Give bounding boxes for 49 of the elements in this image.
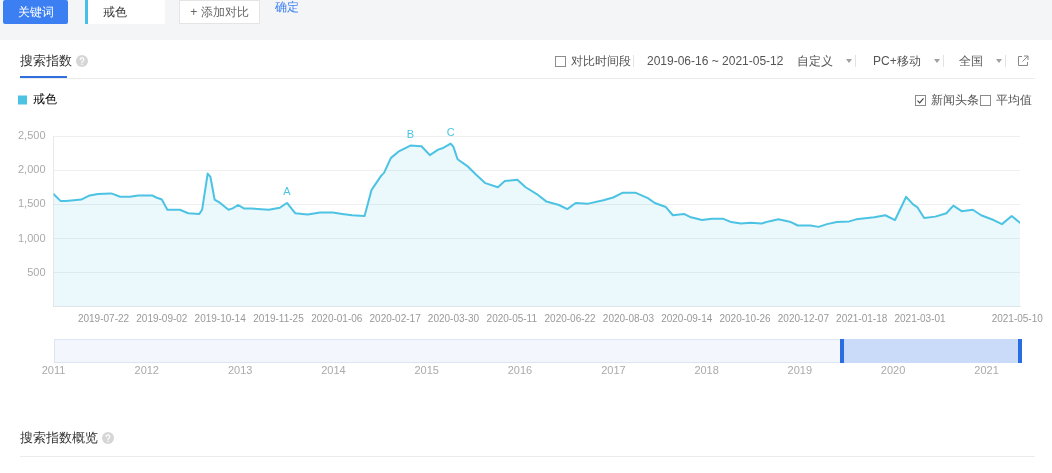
x2-tick-label: 2012 (134, 364, 159, 377)
annotation: C (446, 126, 455, 139)
x-tick-label: 2019-07-22 (77, 312, 130, 324)
text: 全国 (959, 54, 983, 68)
text: 新闻头条 (931, 93, 979, 107)
annotation: A (283, 185, 292, 198)
x2-tick-label: 2016 (507, 364, 533, 377)
text: 搜索指数概览 (20, 430, 98, 445)
x2-tick-label: 2018 (694, 364, 719, 377)
text: 平均值 (996, 93, 1032, 107)
x-tick-label: 2020-10-26 (719, 312, 772, 324)
button: 关键词 (3, 0, 68, 24)
x-tick-label: 2020-02-17 (369, 312, 422, 324)
x-tick-label: 2020-06-22 (544, 312, 597, 324)
x2-tick-label: 2011 (41, 364, 66, 377)
legend-label: 戒色 (33, 92, 57, 107)
x-tick-label: 2020-08-03 (602, 312, 655, 324)
x2-tick-label: 2015 (414, 364, 439, 377)
x-tick-label: 2021-05-10 (991, 312, 1044, 324)
x-tick-label: 2021-01-18 (836, 312, 888, 324)
x2-tick-label: 2019 (787, 364, 813, 377)
y-tick-label: 500 (27, 265, 46, 278)
text: PC+移动 (873, 54, 921, 68)
y-tick-label: 1,500 (18, 197, 46, 210)
x-tick-label: 2020-03-30 (427, 312, 480, 324)
text: 自定义 (797, 54, 833, 68)
text: 2019-06-16 ~ 2021-05-12 (647, 54, 784, 68)
x2-tick-label: 2017 (601, 364, 626, 377)
x-tick-label: 2021-03-01 (894, 312, 947, 324)
y-tick-label: 1,000 (18, 231, 46, 244)
button: + 添加对比 (179, 0, 260, 24)
annotation: B (406, 128, 415, 141)
y-tick-label: 2,500 (18, 129, 46, 142)
chart-title: 搜索指数 (20, 53, 72, 68)
y-tick-label: 2,000 (18, 163, 46, 176)
text: 确定 (275, 0, 299, 14)
x-tick-label: 2019-09-02 (136, 312, 188, 324)
text: 对比时间段 (571, 54, 631, 68)
x-tick-label: 2020-12-07 (777, 312, 830, 324)
x2-tick-label: 2014 (321, 364, 346, 377)
x-tick-label: 2020-01-06 (311, 312, 363, 324)
x-tick-label: 2019-10-14 (194, 312, 247, 324)
x2-tick-label: 2013 (227, 364, 253, 377)
x2-tick-label: 2020 (880, 364, 906, 377)
x-tick-label: 2020-05-11 (486, 312, 538, 324)
x2-tick-label: 2021 (974, 364, 999, 377)
x-tick-label: 2020-09-14 (661, 312, 713, 324)
x-tick-label: 2019-11-25 (253, 312, 305, 324)
text-field: 戒色 (85, 0, 165, 24)
